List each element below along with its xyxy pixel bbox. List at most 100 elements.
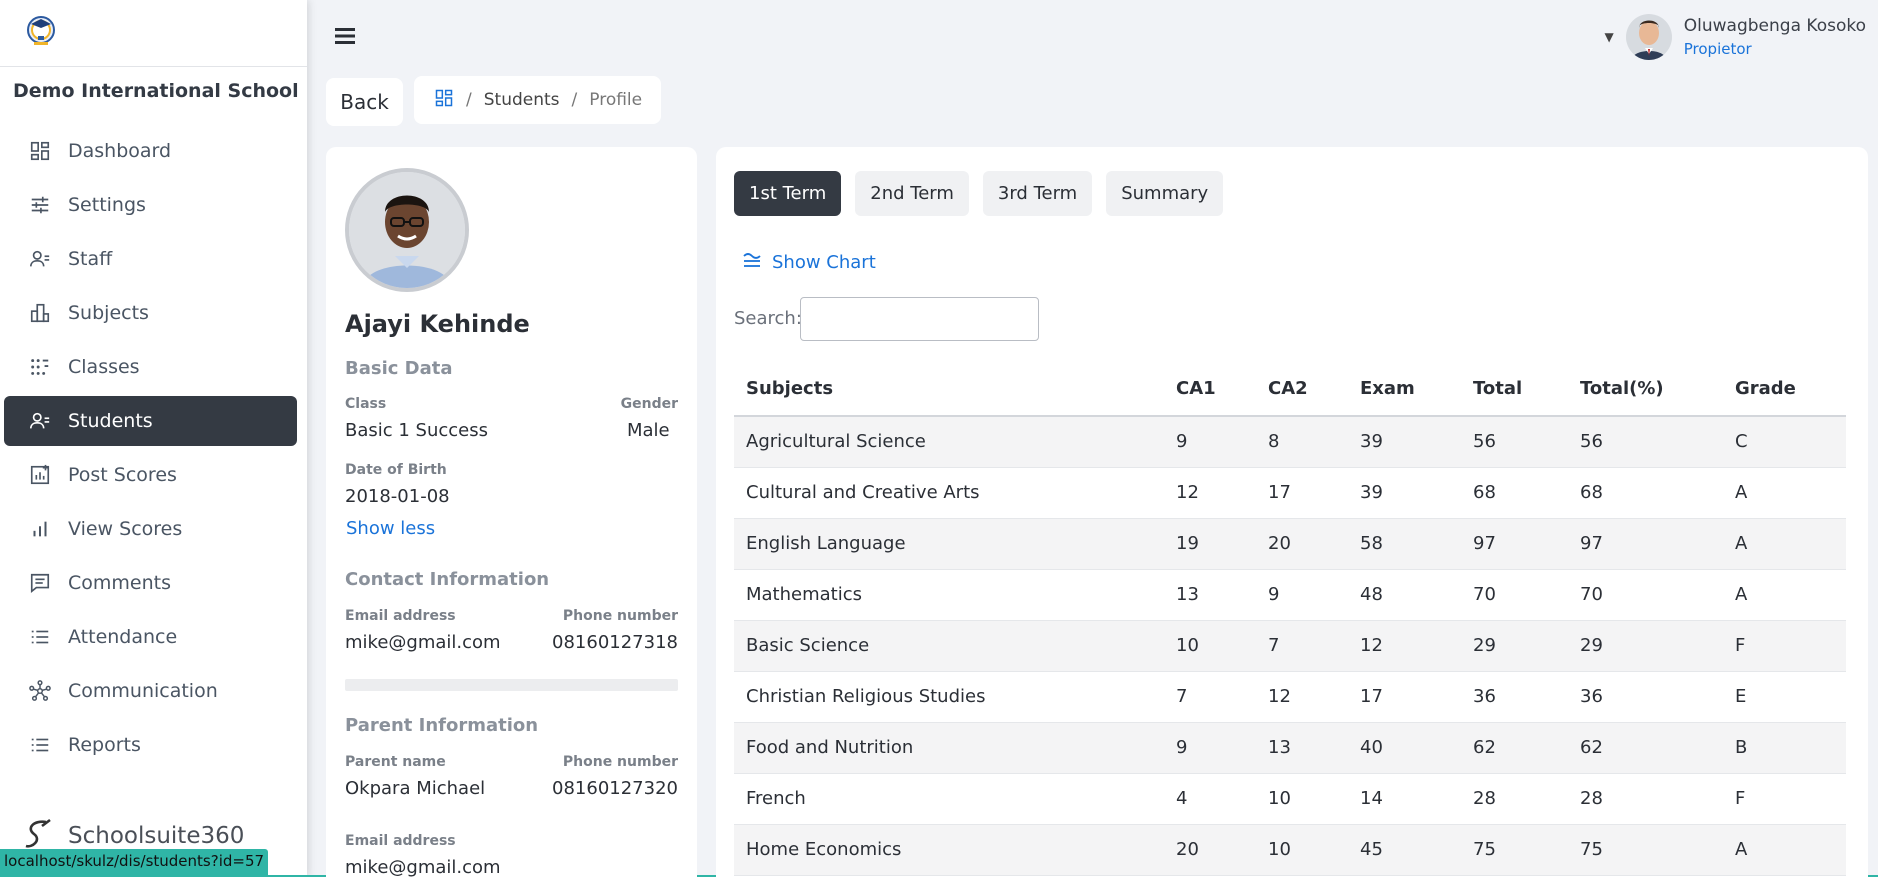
cell-grade: C bbox=[1723, 416, 1846, 468]
table-row: Agricultural Science 9 8 39 56 56 C bbox=[734, 416, 1846, 468]
sidebar-item-label: Comments bbox=[68, 572, 171, 594]
cell-total-percent: 70 bbox=[1568, 569, 1723, 621]
caret-down-icon[interactable]: ▼ bbox=[1604, 30, 1614, 44]
sidebar-item-view-scores[interactable]: View Scores bbox=[4, 504, 297, 554]
user-role: Propietor bbox=[1683, 40, 1752, 58]
sidebar-item-post-scores[interactable]: Post Scores bbox=[4, 450, 297, 500]
tab-2nd-term[interactable]: 2nd Term bbox=[855, 171, 969, 216]
classes-icon bbox=[28, 355, 52, 379]
breadcrumb-profile: Profile bbox=[589, 90, 643, 110]
cell-ca1: 10 bbox=[1164, 620, 1256, 672]
cell-ca2: 10 bbox=[1256, 824, 1348, 876]
cell-grade: A bbox=[1723, 518, 1846, 570]
parent-phone-label: Phone number bbox=[562, 754, 678, 770]
student-profile-card: Ajayi Kehinde Basic Data Class Gender Ba… bbox=[326, 147, 697, 877]
cell-exam: 12 bbox=[1348, 620, 1461, 672]
column-header-subjects[interactable]: Subjects bbox=[734, 362, 1164, 417]
sidebar-item-staff[interactable]: Staff bbox=[4, 234, 297, 284]
cell-ca1: 9 bbox=[1164, 722, 1256, 774]
sidebar-item-students[interactable]: Students bbox=[4, 396, 297, 446]
students-icon bbox=[28, 409, 52, 433]
sidebar-item-label: View Scores bbox=[68, 518, 183, 540]
table-row: Christian Religious Studies 7 12 17 36 3… bbox=[734, 671, 1846, 723]
cell-subject: Basic Science bbox=[734, 620, 1164, 672]
column-header-total-percent[interactable]: Total(%) bbox=[1568, 362, 1723, 417]
breadcrumb-students[interactable]: Students bbox=[483, 90, 560, 110]
sidebar-item-label: Post Scores bbox=[68, 464, 177, 486]
cell-total: 36 bbox=[1461, 671, 1568, 723]
cell-ca1: 13 bbox=[1164, 569, 1256, 621]
cell-exam: 14 bbox=[1348, 773, 1461, 825]
table-row: Basic Science 10 7 12 29 29 F bbox=[734, 620, 1846, 672]
comments-icon bbox=[28, 571, 52, 595]
parent-email-value: mike@gmail.com bbox=[345, 857, 501, 877]
post-scores-icon bbox=[28, 463, 52, 487]
sidebar-item-attendance[interactable]: Attendance bbox=[4, 612, 297, 662]
cell-exam: 48 bbox=[1348, 569, 1461, 621]
sidebar: Demo International School Dashboard Sett… bbox=[0, 0, 307, 877]
sidebar-item-subjects[interactable]: Subjects bbox=[4, 288, 297, 338]
school-logo-icon[interactable] bbox=[22, 12, 60, 46]
sidebar-item-communication[interactable]: Communication bbox=[4, 666, 297, 716]
cell-total: 28 bbox=[1461, 773, 1568, 825]
column-header-exam[interactable]: Exam bbox=[1348, 362, 1461, 417]
dob-value: 2018-01-08 bbox=[345, 486, 450, 507]
cell-ca2: 8 bbox=[1256, 416, 1348, 468]
sidebar-item-settings[interactable]: Settings bbox=[4, 180, 297, 230]
back-button[interactable]: Back bbox=[326, 78, 403, 126]
phone-label: Phone number bbox=[562, 608, 678, 624]
show-chart-label: Show Chart bbox=[772, 252, 876, 273]
column-header-ca2[interactable]: CA2 bbox=[1256, 362, 1348, 417]
cell-exam: 17 bbox=[1348, 671, 1461, 723]
student-name: Ajayi Kehinde bbox=[345, 310, 530, 338]
table-row: Home Economics 20 10 45 75 75 A bbox=[734, 824, 1846, 876]
sidebar-item-dashboard[interactable]: Dashboard bbox=[4, 126, 297, 176]
breadcrumb-separator: / bbox=[466, 90, 472, 110]
cell-subject: French bbox=[734, 773, 1164, 825]
sidebar-item-label: Staff bbox=[68, 248, 113, 270]
term-tabs: 1st Term 2nd Term 3rd Term Summary bbox=[734, 171, 1237, 216]
cell-exam: 39 bbox=[1348, 416, 1461, 468]
sidebar-item-label: Students bbox=[68, 410, 153, 432]
cell-ca2: 7 bbox=[1256, 620, 1348, 672]
sidebar-item-label: Settings bbox=[68, 194, 146, 216]
parent-email-label: Email address bbox=[345, 833, 456, 849]
cell-ca2: 12 bbox=[1256, 671, 1348, 723]
cell-grade: B bbox=[1723, 722, 1846, 774]
list-icon bbox=[28, 625, 52, 649]
tab-3rd-term[interactable]: 3rd Term bbox=[982, 171, 1093, 216]
user-menu[interactable]: ▼ Oluwagbenga Kosoko Propietor bbox=[1605, 14, 1866, 60]
parent-info-heading: Parent Information bbox=[345, 715, 539, 736]
tab-summary[interactable]: Summary bbox=[1106, 171, 1224, 216]
menu-toggle-icon[interactable] bbox=[335, 26, 355, 46]
dob-label: Date of Birth bbox=[345, 462, 447, 478]
cell-exam: 45 bbox=[1348, 824, 1461, 876]
cell-grade: A bbox=[1723, 467, 1846, 519]
breadcrumb-home-icon[interactable] bbox=[434, 88, 454, 113]
cell-subject: Cultural and Creative Arts bbox=[734, 467, 1164, 519]
cell-exam: 58 bbox=[1348, 518, 1461, 570]
cell-ca2: 17 bbox=[1256, 467, 1348, 519]
basic-data-heading: Basic Data bbox=[345, 358, 453, 379]
sidebar-item-label: Classes bbox=[68, 356, 140, 378]
column-header-grade[interactable]: Grade bbox=[1723, 362, 1846, 417]
column-header-total[interactable]: Total bbox=[1461, 362, 1568, 417]
show-less-link[interactable]: Show less bbox=[346, 518, 436, 539]
show-chart-link[interactable]: Show Chart bbox=[742, 250, 876, 275]
cell-ca2: 9 bbox=[1256, 569, 1348, 621]
brand-name: Schoolsuite360 bbox=[68, 823, 245, 849]
search-input[interactable] bbox=[800, 297, 1039, 341]
user-info: Oluwagbenga Kosoko Propietor bbox=[1684, 16, 1866, 58]
cell-subject: Agricultural Science bbox=[734, 416, 1164, 468]
column-header-ca1[interactable]: CA1 bbox=[1164, 362, 1256, 417]
table-row: English Language 19 20 58 97 97 A bbox=[734, 518, 1846, 570]
user-avatar[interactable] bbox=[1625, 14, 1672, 60]
sidebar-item-reports[interactable]: Reports bbox=[4, 720, 297, 770]
tab-1st-term[interactable]: 1st Term bbox=[734, 171, 842, 216]
cell-grade: F bbox=[1723, 773, 1846, 825]
cell-total: 29 bbox=[1461, 620, 1568, 672]
sidebar-item-classes[interactable]: Classes bbox=[4, 342, 297, 392]
cell-total: 62 bbox=[1461, 722, 1568, 774]
cell-ca2: 13 bbox=[1256, 722, 1348, 774]
sidebar-item-comments[interactable]: Comments bbox=[4, 558, 297, 608]
